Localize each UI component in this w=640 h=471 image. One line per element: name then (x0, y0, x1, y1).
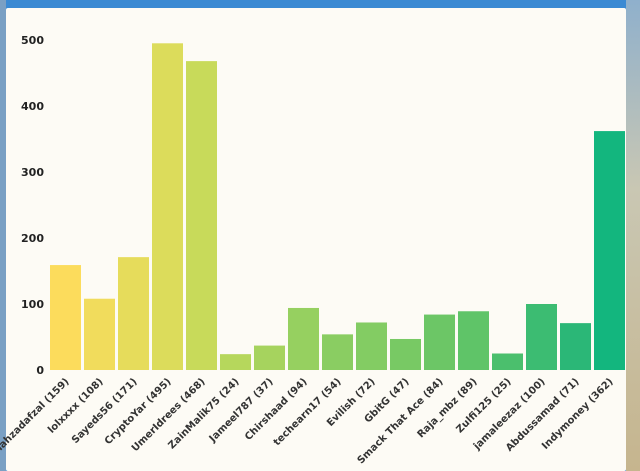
bar (594, 131, 625, 370)
bar (84, 298, 115, 370)
bar (50, 265, 81, 370)
bar (254, 345, 285, 370)
bar (492, 353, 523, 370)
bar (526, 304, 557, 370)
bar (560, 323, 591, 370)
y-tick-label: 300 (21, 166, 44, 179)
y-axis: 0 100 200 300 400 500 (21, 34, 44, 377)
bar (118, 257, 149, 370)
bars (50, 43, 625, 371)
chart-panel (6, 8, 626, 471)
y-tick-label: 100 (21, 298, 44, 311)
y-tick-label: 400 (21, 100, 44, 113)
bar (390, 338, 421, 370)
bar (424, 314, 455, 370)
background-right-edge (626, 0, 640, 471)
x-category-label: Sayeds56 (171) (70, 376, 140, 446)
window-left-edge (0, 0, 6, 471)
y-tick-label: 0 (36, 364, 44, 377)
x-category-label: Chirshaad (94) (243, 376, 310, 443)
bar (322, 334, 353, 370)
x-axis-labels: shahzadafzal (159)lolxxxx (108)Sayeds56 … (0, 376, 616, 466)
bar (220, 354, 251, 370)
x-category-label: Jameel787 (37) (207, 376, 276, 445)
bar (152, 43, 183, 371)
bar (356, 322, 387, 370)
bar (288, 307, 319, 370)
x-category-label: Raja_mbz (89) (416, 376, 480, 440)
y-tick-label: 200 (21, 232, 44, 245)
bar (458, 311, 489, 370)
bar (186, 61, 217, 371)
y-tick-label: 500 (21, 34, 44, 47)
x-category-label: CryptoYar (495) (103, 376, 174, 447)
